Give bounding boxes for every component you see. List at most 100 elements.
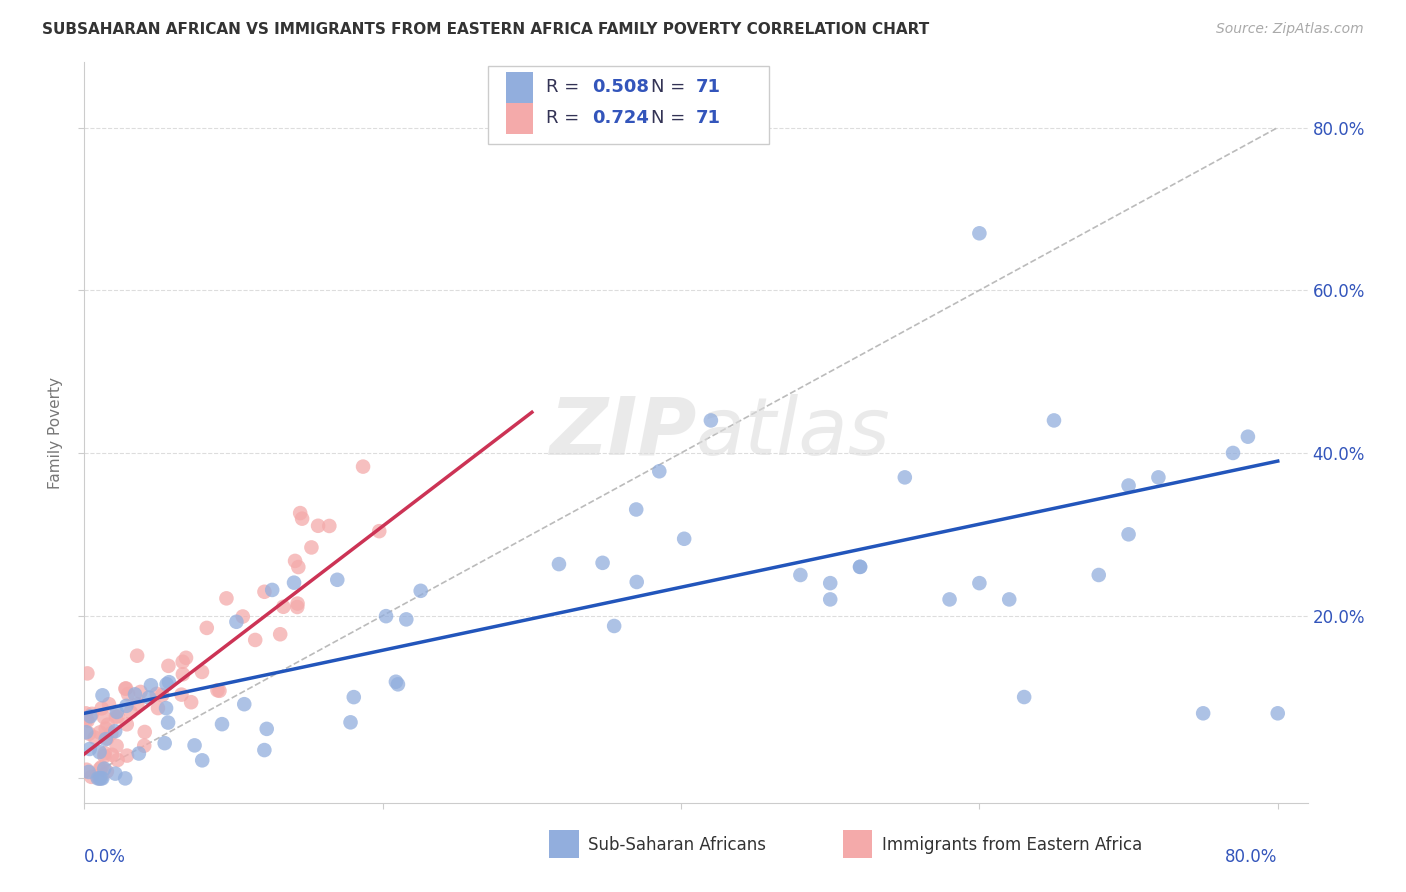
Point: [96, 731, 118, 746]
Y-axis label: Family Poverty: Family Poverty: [48, 376, 63, 489]
Point: [673, 532, 696, 546]
Point: [211, 717, 233, 731]
Point: [107, 709, 129, 723]
Point: [287, 560, 309, 574]
Point: [90, 760, 112, 774]
Bar: [506, 72, 533, 103]
Point: [79, 709, 101, 723]
Bar: [506, 103, 533, 135]
Point: [97, 717, 120, 731]
Point: [89, 772, 111, 786]
Bar: [842, 830, 872, 858]
Bar: [550, 830, 579, 858]
Point: [700, 413, 723, 427]
Point: [80, 770, 103, 784]
Text: 80.0%: 80.0%: [1226, 847, 1278, 865]
Point: [77, 764, 100, 779]
Point: [849, 559, 872, 574]
Point: [97, 697, 120, 711]
Point: [94, 732, 117, 747]
Point: [170, 688, 193, 702]
Text: Immigrants from Eastern Africa: Immigrants from Eastern Africa: [882, 836, 1142, 854]
Point: [77, 727, 100, 741]
Text: 71: 71: [696, 78, 721, 95]
Point: [87, 772, 110, 786]
Point: [262, 582, 284, 597]
Point: [114, 772, 136, 786]
Point: [1118, 478, 1140, 492]
Text: SUBSAHARAN AFRICAN VS IMMIGRANTS FROM EASTERN AFRICA FAMILY POVERTY CORRELATION : SUBSAHARAN AFRICAN VS IMMIGRANTS FROM EA…: [42, 22, 929, 37]
Point: [80, 706, 103, 721]
Point: [1012, 690, 1035, 704]
Point: [89, 762, 111, 776]
Point: [225, 615, 247, 629]
Text: 71: 71: [696, 109, 721, 127]
Point: [96, 764, 118, 779]
Point: [253, 584, 276, 599]
Point: [127, 697, 149, 711]
Point: [894, 470, 917, 484]
Point: [105, 739, 128, 753]
Point: [938, 592, 960, 607]
Point: [115, 698, 138, 713]
Point: [89, 725, 111, 739]
Text: N =: N =: [651, 78, 690, 95]
Point: [76, 714, 98, 728]
Text: atlas: atlas: [696, 393, 891, 472]
Point: [648, 464, 671, 478]
Point: [127, 648, 149, 663]
Point: [849, 559, 872, 574]
Point: [100, 726, 122, 740]
Point: [73, 712, 96, 726]
Point: [83, 731, 105, 745]
Text: ZIP: ZIP: [548, 393, 696, 472]
Point: [326, 573, 349, 587]
Point: [215, 591, 238, 606]
Point: [626, 574, 648, 589]
Point: [90, 772, 112, 786]
Point: [291, 511, 314, 525]
Text: Sub-Saharan Africans: Sub-Saharan Africans: [588, 836, 766, 854]
Point: [138, 690, 160, 705]
Point: [343, 690, 366, 705]
Point: [75, 713, 97, 727]
Text: N =: N =: [651, 109, 690, 127]
Point: [86, 769, 108, 783]
Point: [79, 742, 101, 756]
Point: [284, 554, 307, 568]
Point: [157, 675, 180, 690]
Point: [91, 772, 114, 786]
Point: [1237, 430, 1260, 444]
Point: [375, 609, 398, 624]
Point: [89, 772, 111, 786]
Point: [146, 701, 169, 715]
Text: R =: R =: [546, 109, 585, 127]
Text: R =: R =: [546, 78, 585, 95]
Text: 0.0%: 0.0%: [84, 847, 127, 865]
Point: [818, 576, 841, 591]
Point: [76, 763, 98, 777]
Point: [115, 717, 138, 731]
Point: [94, 722, 117, 736]
Point: [789, 568, 811, 582]
Point: [115, 681, 138, 696]
Point: [1118, 527, 1140, 541]
Point: [195, 621, 218, 635]
Point: [352, 459, 374, 474]
Point: [207, 683, 229, 698]
Point: [157, 715, 180, 730]
Point: [115, 748, 138, 763]
Point: [104, 766, 127, 780]
Point: [969, 576, 991, 591]
Point: [409, 583, 432, 598]
Point: [128, 747, 150, 761]
Point: [191, 753, 214, 767]
Point: [626, 502, 648, 516]
Point: [283, 575, 305, 590]
Point: [153, 736, 176, 750]
Point: [592, 556, 614, 570]
Point: [232, 609, 254, 624]
Point: [172, 667, 194, 681]
Point: [139, 678, 162, 692]
Point: [307, 518, 329, 533]
